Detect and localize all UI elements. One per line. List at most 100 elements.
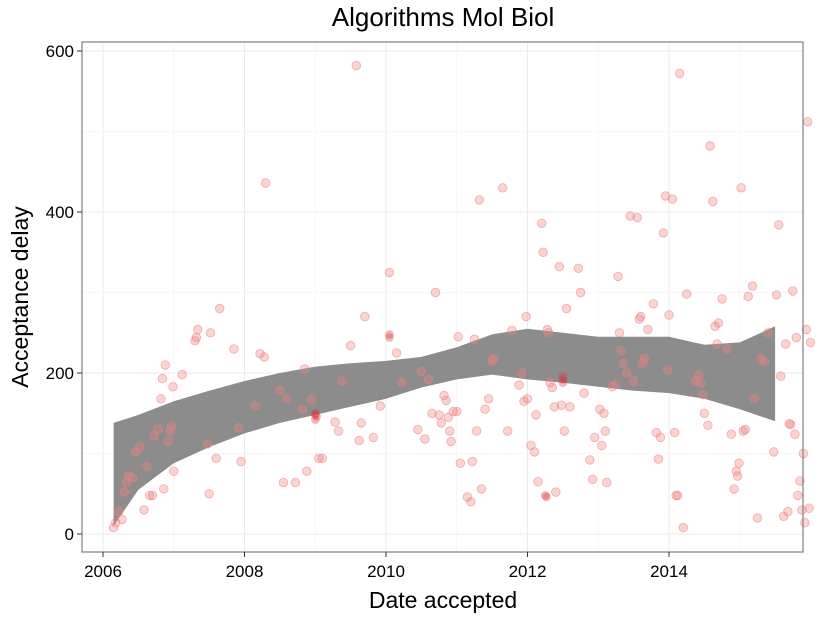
data-point	[783, 506, 793, 517]
data-point	[488, 353, 499, 364]
data-point	[573, 263, 584, 274]
data-point	[330, 417, 340, 427]
data-point	[469, 334, 480, 344]
data-point	[434, 410, 444, 420]
x-axis-ticks: 2006 2008 2010 2012 2014	[84, 552, 688, 581]
data-point	[522, 394, 533, 404]
data-point	[621, 368, 632, 378]
data-point	[805, 337, 816, 348]
data-point	[234, 423, 244, 433]
data-point	[590, 432, 600, 443]
data-point	[462, 492, 473, 502]
data-point	[169, 466, 179, 476]
data-point	[144, 490, 155, 501]
data-point	[471, 426, 482, 436]
data-point	[710, 321, 720, 332]
data-point	[694, 369, 704, 380]
data-point	[420, 434, 430, 444]
data-point	[396, 378, 407, 388]
data-point	[193, 324, 203, 335]
data-point	[734, 458, 744, 468]
data-point	[455, 458, 466, 468]
data-point	[776, 371, 786, 381]
data-point	[156, 394, 166, 404]
data-point	[474, 195, 485, 205]
data-point	[299, 364, 310, 374]
data-point	[648, 299, 659, 309]
data-point	[531, 410, 541, 420]
data-point	[729, 484, 739, 494]
data-point	[149, 431, 159, 441]
data-point	[311, 410, 320, 420]
data-point	[618, 358, 628, 369]
data-point	[480, 404, 490, 414]
data-point	[795, 476, 805, 486]
data-point	[312, 412, 322, 421]
data-point	[774, 220, 784, 230]
data-point	[236, 456, 246, 467]
data-point	[423, 374, 434, 385]
data-point	[139, 505, 149, 515]
data-point	[333, 426, 344, 436]
data-point	[637, 358, 647, 369]
data-point	[678, 522, 688, 533]
data-point	[452, 406, 462, 417]
data-point	[446, 436, 456, 447]
data-point	[632, 212, 642, 223]
data-point	[558, 375, 568, 384]
data-point	[153, 424, 163, 435]
data-point	[549, 402, 560, 412]
data-point	[558, 371, 568, 381]
data-point	[177, 369, 187, 380]
data-point	[229, 344, 239, 354]
data-point	[747, 281, 758, 291]
data-point	[791, 332, 802, 343]
data-point	[790, 429, 800, 439]
data-point	[542, 492, 551, 502]
data-point	[391, 348, 402, 358]
data-point	[559, 426, 570, 436]
data-point	[202, 439, 213, 449]
data-point	[275, 386, 285, 396]
data-point	[579, 388, 589, 398]
data-point	[204, 489, 214, 499]
data-point	[261, 178, 271, 188]
y-axis-ticks: 0 200 400 600	[46, 42, 82, 544]
data-point	[597, 440, 607, 451]
x-axis-label: Date accepted	[369, 587, 517, 613]
data-point	[413, 424, 423, 435]
data-point	[664, 310, 674, 320]
data-point	[558, 378, 568, 388]
data-point	[441, 395, 451, 406]
data-point	[142, 461, 152, 472]
data-point	[351, 60, 362, 71]
data-point	[368, 432, 379, 443]
data-point	[205, 328, 216, 338]
data-point	[551, 487, 561, 497]
data-point	[708, 196, 718, 207]
data-point	[503, 426, 513, 436]
x-tick-label: 2008	[226, 562, 264, 581]
data-point	[614, 328, 625, 338]
data-point	[703, 420, 713, 431]
data-point	[653, 454, 664, 464]
data-point	[636, 311, 646, 322]
data-point	[163, 436, 173, 447]
data-point	[147, 490, 158, 501]
y-axis-label: Acceptance delay	[7, 206, 33, 388]
data-point	[384, 267, 395, 278]
data-point	[736, 183, 746, 193]
data-point	[385, 330, 394, 339]
data-point	[307, 394, 317, 405]
data-point	[483, 394, 494, 404]
data-point	[127, 472, 138, 483]
data-point	[682, 289, 692, 299]
data-point	[159, 484, 169, 494]
data-point	[282, 394, 292, 404]
data-point	[416, 366, 427, 377]
data-point	[214, 303, 225, 314]
data-point	[743, 291, 753, 302]
data-point	[529, 447, 540, 457]
data-point	[699, 408, 710, 419]
data-point	[759, 357, 770, 367]
